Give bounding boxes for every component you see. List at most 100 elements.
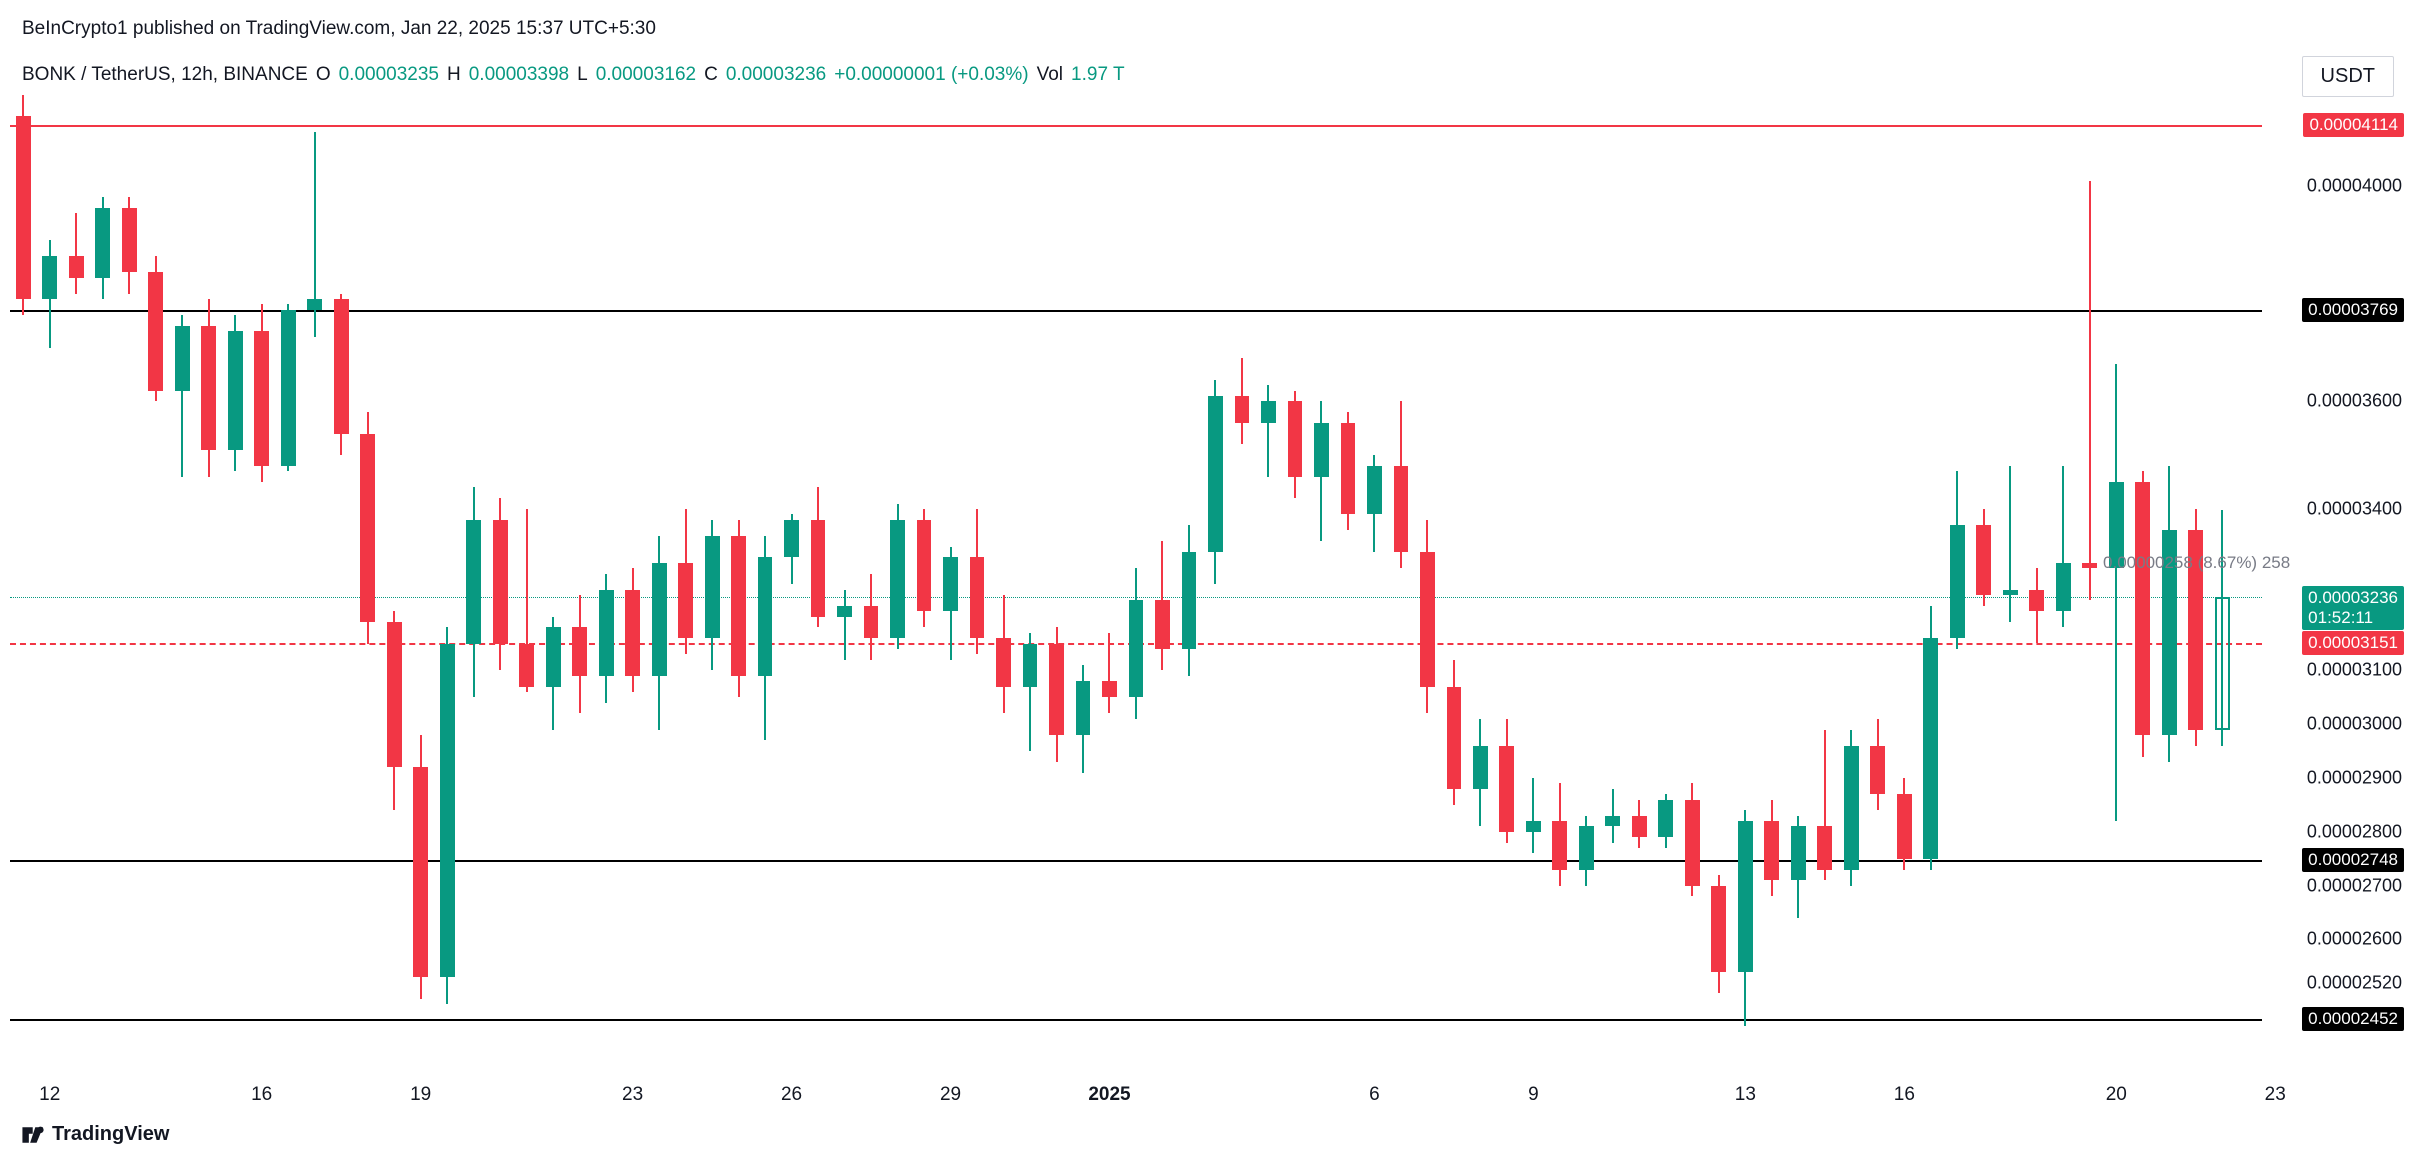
candle[interactable] — [440, 100, 455, 1074]
candle[interactable] — [1129, 100, 1144, 1074]
open-value: 0.00003235 — [339, 64, 439, 86]
candle[interactable] — [1738, 100, 1753, 1074]
candle[interactable] — [2188, 100, 2203, 1074]
candle[interactable] — [1950, 100, 1965, 1074]
candle[interactable] — [281, 100, 296, 1074]
candle[interactable] — [2029, 100, 2044, 1074]
candle[interactable] — [1155, 100, 1170, 1074]
price-label-box[interactable]: 0.00003151 — [2302, 631, 2404, 655]
candle[interactable] — [1288, 100, 1303, 1074]
candle[interactable] — [69, 100, 84, 1074]
candle[interactable] — [95, 100, 110, 1074]
candle[interactable] — [1632, 100, 1647, 1074]
candle[interactable] — [1685, 100, 1700, 1074]
time-axis[interactable]: 12161923262920256913162023 — [10, 1084, 2262, 1114]
candle[interactable] — [122, 100, 137, 1074]
candle[interactable] — [1102, 100, 1117, 1074]
candle[interactable] — [1870, 100, 1885, 1074]
candle[interactable] — [1076, 100, 1091, 1074]
candle[interactable] — [1605, 100, 1620, 1074]
candle[interactable] — [572, 100, 587, 1074]
candle[interactable] — [705, 100, 720, 1074]
candle[interactable] — [1314, 100, 1329, 1074]
candle[interactable] — [731, 100, 746, 1074]
candle[interactable] — [1764, 100, 1779, 1074]
quote-currency-selector[interactable]: USDT — [2302, 56, 2394, 97]
candle[interactable] — [201, 100, 216, 1074]
candle[interactable] — [1897, 100, 1912, 1074]
candle[interactable] — [1367, 100, 1382, 1074]
price-axis[interactable]: 0.000040000.000036000.000034000.00003100… — [2257, 100, 2412, 1074]
candle[interactable] — [1447, 100, 1462, 1074]
candle[interactable] — [1499, 100, 1514, 1074]
chart-area[interactable]: 0.00000258 (8.67%) 258 — [10, 100, 2262, 1074]
candle[interactable] — [1658, 100, 1673, 1074]
publisher-line: BeInCrypto1 published on TradingView.com… — [22, 18, 656, 40]
candle[interactable] — [1844, 100, 1859, 1074]
price-label-box[interactable]: 0.00003769 — [2302, 298, 2404, 322]
candle[interactable] — [996, 100, 1011, 1074]
candle[interactable] — [652, 100, 667, 1074]
candle[interactable] — [1023, 100, 1038, 1074]
candle[interactable] — [42, 100, 57, 1074]
high-label: H — [447, 64, 461, 86]
candle[interactable] — [413, 100, 428, 1074]
candle[interactable] — [493, 100, 508, 1074]
candle[interactable] — [811, 100, 826, 1074]
price-label-box[interactable]: 0.00002748 — [2302, 848, 2404, 872]
candle[interactable] — [254, 100, 269, 1074]
candle[interactable] — [678, 100, 693, 1074]
candle[interactable] — [519, 100, 534, 1074]
candle[interactable] — [864, 100, 879, 1074]
candle[interactable] — [16, 100, 31, 1074]
candle[interactable] — [2135, 100, 2150, 1074]
candle[interactable] — [1817, 100, 1832, 1074]
price-label-box[interactable]: 0.0000323601:52:11 — [2302, 586, 2404, 630]
tradingview-logo[interactable]: TradingView — [22, 1123, 169, 1146]
candle[interactable] — [1976, 100, 1991, 1074]
price-label-box[interactable]: 0.00004114 — [2303, 113, 2404, 137]
candle[interactable] — [2082, 100, 2097, 1074]
candle[interactable] — [1208, 100, 1223, 1074]
candle[interactable] — [1261, 100, 1276, 1074]
candle[interactable] — [1235, 100, 1250, 1074]
symbol-name[interactable]: BONK / TetherUS, 12h, BINANCE — [22, 64, 308, 86]
candle[interactable] — [1182, 100, 1197, 1074]
candle[interactable] — [546, 100, 561, 1074]
candle[interactable] — [2162, 100, 2177, 1074]
candle[interactable] — [466, 100, 481, 1074]
price-label-box[interactable]: 0.00002452 — [2302, 1007, 2404, 1031]
candle[interactable] — [334, 100, 349, 1074]
candle[interactable] — [599, 100, 614, 1074]
candle[interactable] — [1049, 100, 1064, 1074]
candle[interactable] — [2056, 100, 2071, 1074]
candle[interactable] — [2003, 100, 2018, 1074]
candle[interactable] — [175, 100, 190, 1074]
candle[interactable] — [1473, 100, 1488, 1074]
time-tick: 2025 — [1088, 1084, 1130, 1106]
candle[interactable] — [228, 100, 243, 1074]
candle[interactable] — [837, 100, 852, 1074]
candle[interactable] — [943, 100, 958, 1074]
candle[interactable] — [1341, 100, 1356, 1074]
candle[interactable] — [758, 100, 773, 1074]
candle[interactable] — [387, 100, 402, 1074]
candle[interactable] — [1552, 100, 1567, 1074]
candle[interactable] — [784, 100, 799, 1074]
candle[interactable] — [1579, 100, 1594, 1074]
candle[interactable] — [2215, 100, 2230, 1074]
candle[interactable] — [1791, 100, 1806, 1074]
candle[interactable] — [2109, 100, 2124, 1074]
candle[interactable] — [307, 100, 322, 1074]
candle[interactable] — [890, 100, 905, 1074]
candle[interactable] — [1394, 100, 1409, 1074]
candle[interactable] — [1526, 100, 1541, 1074]
candle[interactable] — [148, 100, 163, 1074]
candle[interactable] — [1923, 100, 1938, 1074]
candle[interactable] — [1420, 100, 1435, 1074]
candle[interactable] — [625, 100, 640, 1074]
candle[interactable] — [970, 100, 985, 1074]
candle[interactable] — [917, 100, 932, 1074]
candle[interactable] — [1711, 100, 1726, 1074]
candle[interactable] — [360, 100, 375, 1074]
